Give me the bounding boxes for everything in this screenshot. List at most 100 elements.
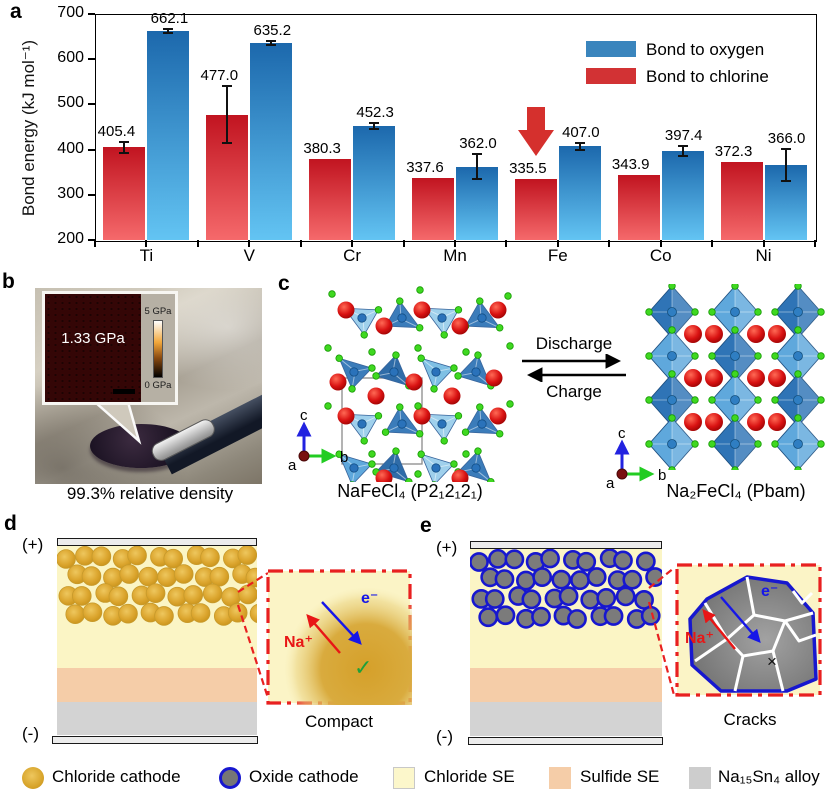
bar-oxygen-Co xyxy=(661,150,704,240)
cathode-particle xyxy=(118,603,138,624)
error-cap xyxy=(119,151,130,154)
cathode-particle xyxy=(558,586,579,607)
bar-value-label: 407.0 xyxy=(562,124,600,142)
x-tick xyxy=(248,240,251,247)
colorbar-min-label: 0 GPa xyxy=(144,380,172,391)
bar-value-label: 362.0 xyxy=(459,135,497,153)
pellet-photo: 1.33 GPa 5 GPa 0 GPa xyxy=(35,288,262,484)
x-tick xyxy=(351,240,354,247)
panel-letter-b: b xyxy=(2,270,15,293)
x-tick xyxy=(454,240,456,247)
alloy-layer-d xyxy=(57,702,257,735)
bar-value-label: 397.4 xyxy=(664,126,703,144)
cathode-particle xyxy=(138,566,159,587)
axis-a-label: a xyxy=(288,457,297,474)
x-category-label: Cr xyxy=(343,246,362,265)
error-cap xyxy=(574,142,585,145)
cathode-particle xyxy=(484,589,505,609)
cathode-particle xyxy=(586,567,607,587)
error-bar xyxy=(784,148,787,182)
cathode-particle xyxy=(65,604,86,625)
chart-legend-label-1: Bond to chlorine xyxy=(646,67,769,86)
bar-value-label: 662.1 xyxy=(150,9,189,27)
na2fecl4-structure xyxy=(645,284,825,470)
na2fecl4-label: Na₂FeCl₄ (Pbam) xyxy=(666,481,806,501)
alloy-layer-e xyxy=(470,702,662,736)
positive-terminal-d: (+) xyxy=(22,535,44,554)
legend-swatch-alloy xyxy=(689,767,711,789)
error-cap xyxy=(163,27,174,30)
y-tick xyxy=(88,58,95,61)
cathode-particle xyxy=(603,606,624,626)
cathode-particle xyxy=(521,589,542,610)
negative-terminal-e: (-) xyxy=(436,727,453,746)
bar-value-label: 337.6 xyxy=(406,158,444,176)
x-tick xyxy=(762,240,765,247)
cathode-particle xyxy=(145,583,166,603)
legend-label-chloride-cathode: Chloride cathode xyxy=(52,767,181,786)
chart-y-axis-title: Bond energy (kJ mol⁻¹) xyxy=(19,39,38,217)
x-category-label: Fe xyxy=(547,246,568,265)
error-cap xyxy=(119,140,130,143)
electron-label-d: e⁻ xyxy=(361,590,378,607)
cathode-particle xyxy=(615,586,636,607)
cathode-particle xyxy=(580,589,601,610)
na-ion-label-d: Na⁺ xyxy=(284,634,313,651)
legend-swatch-sulfide-se xyxy=(549,767,571,789)
axis-triad-left: c b a xyxy=(288,407,348,474)
cathode-particle xyxy=(596,588,617,608)
y-tick-label: 600 xyxy=(57,49,84,67)
error-bar xyxy=(578,143,581,150)
bar-value-label: 335.5 xyxy=(509,159,547,177)
error-bar xyxy=(476,154,478,180)
cathode-particle xyxy=(478,607,499,628)
cathode-particle xyxy=(173,564,194,584)
cathode-particle xyxy=(613,550,633,571)
x-tick xyxy=(814,240,816,247)
cathode-particle xyxy=(81,566,102,586)
axis-a-label: a xyxy=(606,475,615,492)
electron-label-e: e⁻ xyxy=(761,583,778,600)
legend-label-sulfide-se: Sulfide SE xyxy=(580,767,660,786)
cathode-particle xyxy=(495,605,516,626)
cathode-particle xyxy=(127,546,147,566)
cathode-particle xyxy=(82,602,103,623)
bar-oxygen-Cr xyxy=(353,125,396,240)
error-cap xyxy=(222,142,233,145)
chloride-cathode-particles xyxy=(57,546,257,626)
inset-pointer xyxy=(91,400,142,445)
y-tick xyxy=(88,103,95,106)
chart-legend-swatch-1 xyxy=(586,68,636,84)
colorbar-max-label: 5 GPa xyxy=(144,306,172,317)
axis-b-label: b xyxy=(658,467,666,484)
sulfide-se-layer-d xyxy=(57,668,257,702)
cathode-particle xyxy=(163,548,184,569)
cathode-particle xyxy=(488,549,508,569)
error-bar xyxy=(167,28,170,34)
bar-chlorine-Co xyxy=(617,174,660,240)
y-tick xyxy=(88,148,95,151)
error-cap xyxy=(369,121,380,124)
bar-oxygen-Ti xyxy=(147,31,190,240)
cathode-particle xyxy=(570,570,590,591)
error-cap xyxy=(677,154,688,157)
axis-c-label: c xyxy=(618,425,626,442)
bar-chlorine-Fe xyxy=(514,178,557,240)
cathode-particle xyxy=(576,551,597,572)
error-cap xyxy=(472,153,482,156)
cathode-particle xyxy=(532,567,553,587)
legend-label-chloride-se: Chloride SE xyxy=(424,767,515,786)
na-spheres xyxy=(329,301,507,482)
check-mark: ✓ xyxy=(354,655,372,680)
error-cap xyxy=(266,40,277,43)
panel-d-caption: Compact xyxy=(304,712,374,731)
panel-e-caption: Cracks xyxy=(723,710,777,729)
compact-inset: Na⁺ e⁻ ✓ xyxy=(266,569,412,705)
axis-c-label: c xyxy=(300,407,308,424)
cathode-particle xyxy=(57,549,76,569)
error-bar xyxy=(681,145,684,156)
error-cap xyxy=(780,180,791,183)
cathode-particle xyxy=(249,604,257,623)
y-tick xyxy=(88,13,95,15)
panel-letter-e: e xyxy=(420,514,432,537)
